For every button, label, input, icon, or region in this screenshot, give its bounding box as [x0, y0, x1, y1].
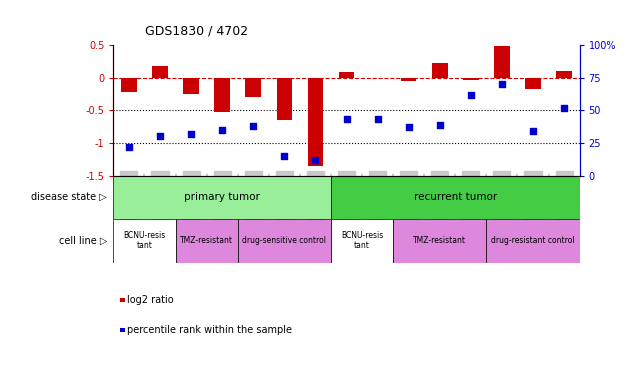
Point: [404, 124, 414, 130]
Bar: [432, 63, 447, 78]
Bar: [214, 78, 230, 111]
Text: drug-resistant control: drug-resistant control: [491, 236, 575, 245]
Bar: [113, 176, 331, 219]
Text: GDS1830 / 4702: GDS1830 / 4702: [145, 24, 248, 38]
Point: [435, 122, 445, 128]
Bar: [238, 219, 331, 262]
Bar: [331, 176, 580, 219]
Text: recurrent tumor: recurrent tumor: [414, 192, 497, 202]
Point: [559, 105, 569, 111]
Bar: [121, 78, 137, 92]
Bar: [246, 78, 261, 97]
Point: [497, 81, 507, 87]
Text: disease state ▷: disease state ▷: [32, 192, 107, 202]
Bar: [393, 219, 486, 262]
Point: [124, 144, 134, 150]
Point: [341, 116, 352, 122]
Text: BCNU-resis
tant: BCNU-resis tant: [341, 231, 383, 251]
Bar: [152, 66, 168, 78]
Bar: [339, 72, 354, 78]
Text: TMZ-resistant: TMZ-resistant: [413, 236, 466, 245]
Point: [217, 127, 227, 133]
Bar: [113, 219, 176, 262]
Point: [279, 153, 289, 159]
Text: drug-sensitive control: drug-sensitive control: [243, 236, 326, 245]
Point: [372, 116, 382, 122]
Point: [466, 92, 476, 98]
Text: log2 ratio: log2 ratio: [127, 295, 173, 305]
Point: [528, 128, 538, 134]
Bar: [176, 219, 238, 262]
Bar: [486, 219, 580, 262]
Bar: [525, 78, 541, 89]
Text: TMZ-resistant: TMZ-resistant: [180, 236, 233, 245]
Bar: [401, 78, 416, 81]
Text: BCNU-resis
tant: BCNU-resis tant: [123, 231, 166, 251]
Bar: [183, 78, 199, 94]
Text: cell line ▷: cell line ▷: [59, 236, 107, 246]
Point: [248, 123, 258, 129]
Point: [311, 157, 321, 163]
Text: percentile rank within the sample: percentile rank within the sample: [127, 325, 292, 335]
Bar: [463, 78, 479, 80]
Bar: [277, 78, 292, 120]
Point: [155, 134, 165, 140]
Bar: [556, 71, 572, 78]
Text: primary tumor: primary tumor: [184, 192, 260, 202]
Bar: [307, 78, 323, 166]
Bar: [331, 219, 393, 262]
Point: [186, 131, 196, 137]
Bar: [494, 46, 510, 78]
